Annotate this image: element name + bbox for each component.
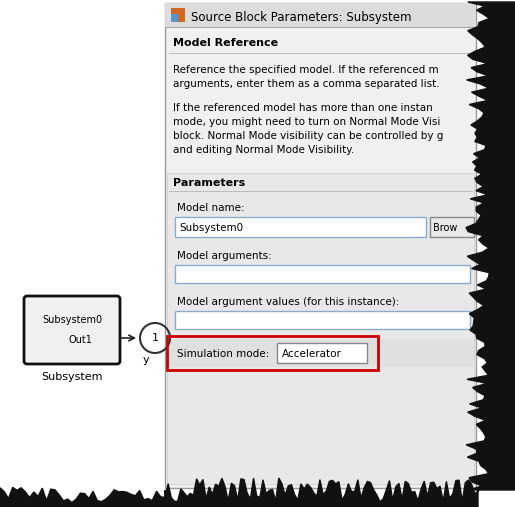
FancyBboxPatch shape (24, 296, 120, 364)
Text: Subsystem: Subsystem (41, 372, 103, 382)
Text: arguments, enter them as a comma separated list.: arguments, enter them as a comma separat… (173, 79, 440, 89)
Bar (430, 217, 474, 237)
Text: Brow: Brow (433, 223, 457, 233)
Text: Model name:: Model name: (177, 203, 245, 213)
Text: Out1: Out1 (68, 335, 92, 345)
Bar (167, 339, 474, 367)
Bar (165, 3, 476, 488)
Text: Model argument values (for this instance):: Model argument values (for this instance… (177, 297, 399, 307)
Text: If the referenced model has more than one instan: If the referenced model has more than on… (173, 103, 433, 113)
Bar (165, 3, 476, 27)
Text: Accelerator: Accelerator (282, 349, 342, 359)
Text: Subsystem0: Subsystem0 (179, 223, 243, 233)
Polygon shape (0, 487, 165, 507)
Text: Simulation mode:: Simulation mode: (177, 349, 269, 359)
Text: mode, you might need to turn on Normal Mode Visi: mode, you might need to turn on Normal M… (173, 117, 440, 127)
Bar (171, 8, 185, 22)
Bar (175, 265, 470, 283)
Text: and editing Normal Mode Visibility.: and editing Normal Mode Visibility. (173, 145, 354, 155)
Bar (175, 217, 426, 237)
Text: Reference the specified model. If the referenced m: Reference the specified model. If the re… (173, 65, 439, 75)
Polygon shape (165, 478, 478, 507)
Bar (277, 343, 367, 363)
Text: block. Normal Mode visibility can be controlled by g: block. Normal Mode visibility can be con… (173, 131, 443, 141)
Polygon shape (466, 2, 515, 490)
Text: Model arguments:: Model arguments: (177, 251, 272, 261)
Bar (171, 14, 178, 22)
Text: Parameters: Parameters (173, 178, 245, 188)
Text: y: y (143, 355, 150, 365)
Bar (167, 336, 378, 370)
Bar (175, 311, 470, 329)
Text: 1: 1 (151, 333, 159, 343)
Text: Model Reference: Model Reference (173, 38, 278, 48)
Text: Source Block Parameters: Subsystem: Source Block Parameters: Subsystem (191, 12, 411, 24)
Text: Subsystem0: Subsystem0 (42, 315, 102, 325)
Bar (167, 173, 474, 484)
